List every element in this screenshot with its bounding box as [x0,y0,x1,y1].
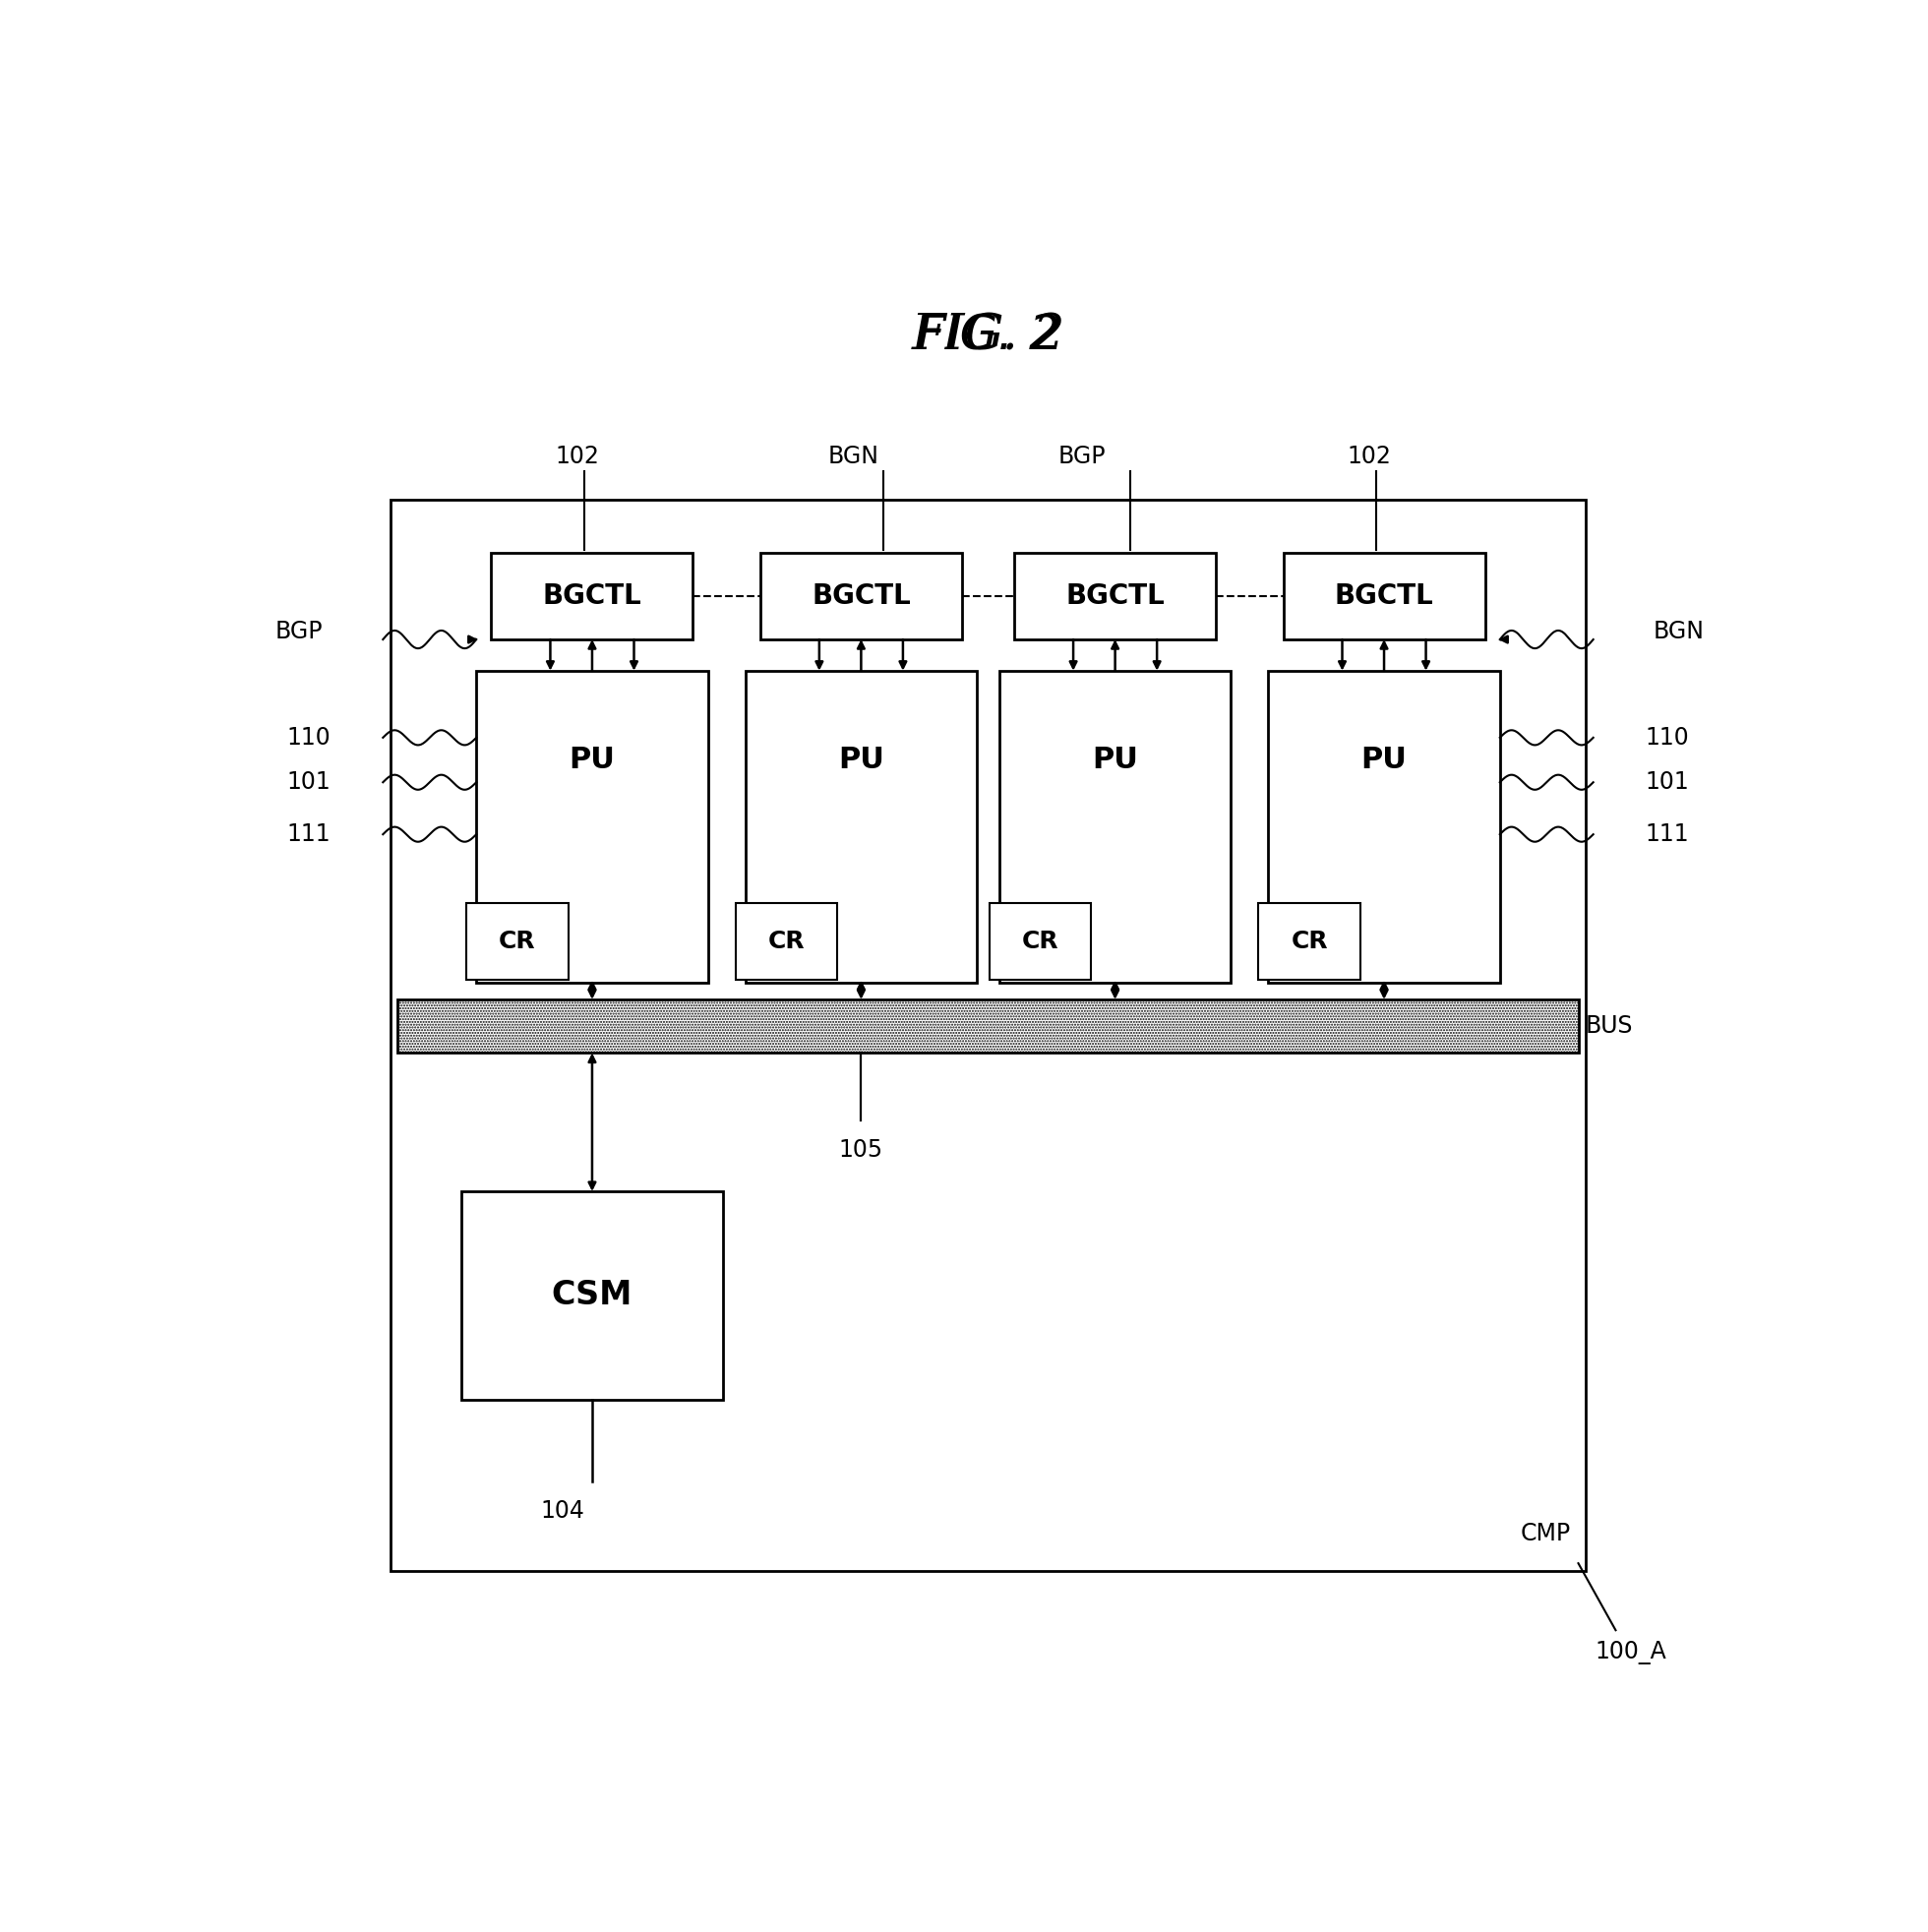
Text: 100_A: 100_A [1594,1640,1666,1663]
Bar [989,902,1091,980]
Text: BGN: BGN [1652,620,1704,643]
Text: 110: 110 [1647,726,1689,750]
Text: CR: CR [499,929,536,952]
Text: 101: 101 [287,771,332,794]
Text: 105: 105 [839,1138,883,1161]
Text: FIG. 2: FIG. 2 [912,311,1064,359]
Text: PU: PU [569,746,615,775]
Text: CSM: CSM [551,1279,632,1312]
Text: PU: PU [839,746,885,775]
Bar [736,902,837,980]
Bar [492,553,692,639]
Bar [1269,670,1500,983]
Bar [1284,553,1485,639]
Bar [746,670,977,983]
Text: BGCTL: BGCTL [812,583,910,611]
Bar [467,902,569,980]
Text: CR: CR [1292,929,1328,952]
Text: 101: 101 [1647,771,1689,794]
Text: 104: 104 [540,1499,584,1522]
Text: BGP: BGP [1058,444,1107,468]
Text: BGN: BGN [827,444,879,468]
Bar [760,553,962,639]
Bar [1259,902,1359,980]
Bar [1014,553,1217,639]
Text: BGCTL: BGCTL [542,583,642,611]
Bar [397,999,1579,1053]
Text: 102: 102 [555,444,600,468]
Text: 102: 102 [1348,444,1392,468]
Text: PU: PU [1361,746,1407,775]
Bar [999,670,1230,983]
Text: BGCTL: BGCTL [1334,583,1434,611]
Text: CR: CR [767,929,804,952]
Text: CMP: CMP [1521,1522,1571,1546]
Text: BGCTL: BGCTL [1066,583,1165,611]
Text: CR: CR [1022,929,1058,952]
Text: 111: 111 [287,823,332,846]
Bar [461,1192,723,1399]
Text: PU: PU [1091,746,1138,775]
Bar [389,500,1587,1571]
Bar [476,670,708,983]
Text: BGP: BGP [276,620,324,643]
Text: 110: 110 [287,726,332,750]
Text: 111: 111 [1647,823,1689,846]
Text: BUS: BUS [1585,1014,1633,1037]
Text: FIG. 2: FIG. 2 [916,313,1060,359]
